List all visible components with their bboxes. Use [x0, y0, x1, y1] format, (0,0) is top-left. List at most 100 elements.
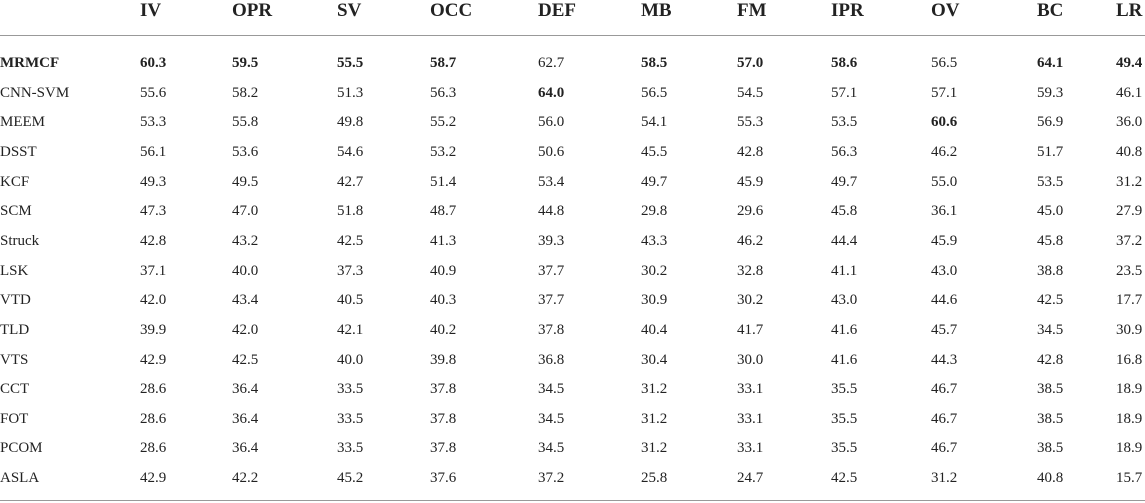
cell-value: 42.5 — [337, 232, 364, 249]
cell-value: 30.9 — [1116, 321, 1143, 338]
cell-value: 35.5 — [831, 381, 858, 398]
row-label: TLD — [0, 321, 30, 338]
cell-value: 37.8 — [430, 381, 457, 398]
cell-value: 55.0 — [931, 173, 958, 190]
cell-value: 41.3 — [430, 232, 457, 249]
cell-value: 35.5 — [831, 440, 858, 457]
cell-value: 57.1 — [831, 84, 858, 101]
cell-value: 40.9 — [430, 262, 457, 279]
cell-value: 35.5 — [831, 410, 858, 427]
cell-value: 17.7 — [1116, 292, 1143, 309]
cell-value: 49.7 — [831, 173, 858, 190]
column-header: MB — [641, 0, 672, 21]
cell-value: 31.2 — [641, 440, 668, 457]
cell-value: 57.1 — [931, 84, 958, 101]
column-header: SV — [337, 0, 362, 21]
cell-value: 42.0 — [140, 292, 167, 309]
cell-value: 49.3 — [140, 173, 167, 190]
cell-value: 53.2 — [430, 143, 457, 160]
cell-value: 40.0 — [232, 262, 259, 279]
cell-value: 47.3 — [140, 203, 167, 220]
cell-value: 38.5 — [1037, 381, 1064, 398]
cell-value: 30.2 — [641, 262, 668, 279]
cell-value: 42.1 — [337, 321, 364, 338]
cell-value: 42.8 — [737, 143, 764, 160]
cell-value: 42.8 — [140, 232, 167, 249]
cell-value: 46.2 — [737, 232, 764, 249]
cell-value: 33.1 — [737, 410, 764, 427]
cell-value: 43.4 — [232, 292, 259, 309]
column-header: FM — [737, 0, 767, 21]
cell-value: 36.4 — [232, 410, 259, 427]
cell-value: 56.9 — [1037, 114, 1064, 131]
cell-value: 43.2 — [232, 232, 259, 249]
column-header: OV — [931, 0, 960, 21]
cell-value: 46.7 — [931, 410, 958, 427]
cell-value: 33.1 — [737, 440, 764, 457]
cell-value: 37.8 — [538, 321, 565, 338]
cell-value: 42.8 — [1037, 351, 1064, 368]
cell-value: 40.8 — [1116, 143, 1143, 160]
cell-value: 44.4 — [831, 232, 858, 249]
cell-value: 37.6 — [430, 470, 457, 487]
cell-value: 30.9 — [641, 292, 668, 309]
cell-value: 42.9 — [140, 470, 167, 487]
cell-value: 56.5 — [641, 84, 668, 101]
row-label: VTD — [0, 292, 31, 309]
cell-value: 54.6 — [337, 143, 364, 160]
cell-value: 47.0 — [232, 203, 259, 220]
row-label: VTS — [0, 351, 29, 368]
cell-value: 49.7 — [641, 173, 668, 190]
cell-value: 55.8 — [232, 114, 259, 131]
cell-value: 56.3 — [430, 84, 457, 101]
cell-value: 53.3 — [140, 114, 167, 131]
cell-value: 55.3 — [737, 114, 764, 131]
cell-value: 34.5 — [1037, 321, 1064, 338]
column-header: OPR — [232, 0, 273, 21]
cell-value: 36.4 — [232, 440, 259, 457]
cell-value: 29.8 — [641, 203, 668, 220]
cell-value: 41.6 — [831, 321, 858, 338]
cell-value: 18.9 — [1116, 440, 1143, 457]
cell-value: 29.6 — [737, 203, 764, 220]
cell-value: 34.5 — [538, 440, 565, 457]
cell-value: 38.5 — [1037, 410, 1064, 427]
cell-value: 56.5 — [931, 55, 958, 71]
cell-value: 37.8 — [430, 440, 457, 457]
cell-value: 56.3 — [831, 143, 858, 160]
cell-value: 45.9 — [931, 232, 958, 249]
cell-value: 37.7 — [538, 262, 565, 279]
cell-value: 56.0 — [538, 114, 565, 131]
cell-value: 51.3 — [337, 84, 364, 101]
cell-value: 18.9 — [1116, 410, 1143, 427]
cell-value: 40.0 — [337, 351, 364, 368]
cell-value: 33.1 — [737, 381, 764, 398]
cell-value: 53.4 — [538, 173, 565, 190]
row-label: CCT — [0, 381, 30, 398]
cell-value: 31.2 — [1116, 173, 1143, 190]
cell-value: 28.6 — [140, 410, 167, 427]
cell-value: 46.7 — [931, 440, 958, 457]
row-label: KCF — [0, 173, 30, 190]
column-header: BC — [1037, 0, 1064, 21]
cell-value: 45.8 — [1037, 232, 1064, 249]
cell-value: 41.1 — [831, 262, 858, 279]
cell-value: 32.8 — [737, 262, 764, 279]
cell-value: 37.2 — [538, 470, 565, 487]
cell-value: 31.2 — [641, 381, 668, 398]
cell-value: 33.5 — [337, 440, 364, 457]
cell-value: 58.6 — [831, 55, 858, 71]
row-label: CNN-SVM — [0, 84, 70, 101]
cell-value: 46.1 — [1116, 84, 1143, 101]
cell-value: 40.5 — [337, 292, 364, 309]
cell-value: 33.5 — [337, 410, 364, 427]
cell-value: 55.5 — [337, 55, 364, 71]
cell-value: 45.2 — [337, 470, 364, 487]
bottom-rule — [0, 500, 1145, 501]
cell-value: 44.8 — [538, 203, 565, 220]
cell-value: 39.8 — [430, 351, 457, 368]
cell-value: 37.3 — [337, 262, 364, 279]
cell-value: 45.8 — [831, 203, 858, 220]
cell-value: 25.8 — [641, 470, 668, 487]
